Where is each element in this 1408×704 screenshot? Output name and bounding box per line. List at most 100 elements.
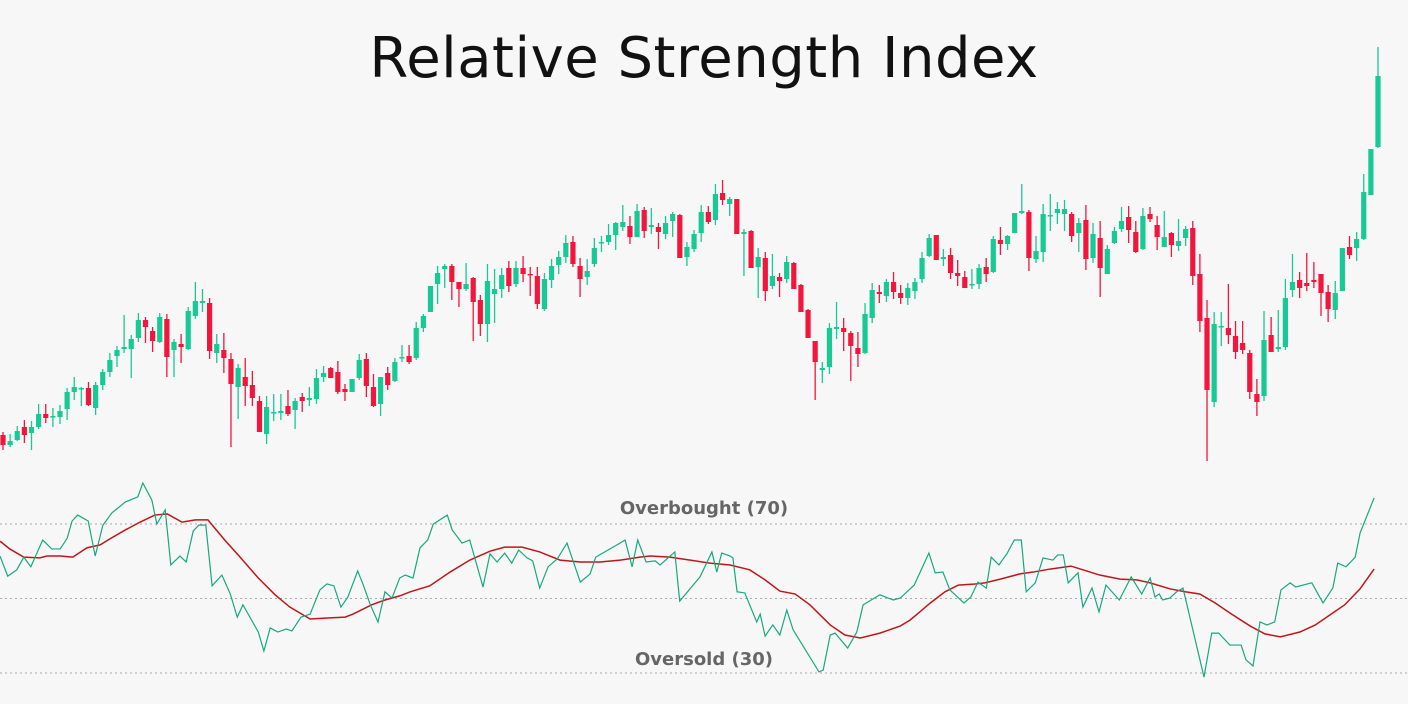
candle: [1275, 310, 1281, 352]
candle: [214, 334, 220, 363]
candle-body-up: [93, 385, 99, 408]
candle: [85, 382, 92, 406]
candle: [1361, 174, 1367, 240]
candle-body-down: [1154, 225, 1160, 237]
candle: [1190, 221, 1196, 285]
candle-body-up: [313, 378, 320, 399]
candle-body-down: [776, 277, 783, 281]
candle-body-up: [349, 379, 355, 392]
candle: [392, 358, 398, 382]
candle: [762, 252, 768, 301]
candle: [442, 264, 448, 288]
candle-body-up: [157, 317, 163, 342]
candle: [342, 384, 348, 401]
oversold-label: Oversold (30): [635, 649, 773, 670]
candle: [427, 286, 434, 312]
candle: [107, 353, 113, 377]
candle-body-up: [1111, 231, 1117, 243]
candle: [784, 256, 790, 283]
candle-body-down: [477, 300, 483, 324]
candle: [1346, 236, 1353, 259]
candle: [178, 334, 184, 363]
candle: [1047, 194, 1053, 231]
candle-body-down: [449, 266, 455, 282]
candle: [242, 358, 248, 406]
candle-body-up: [1104, 249, 1110, 274]
candle: [613, 222, 619, 250]
candle: [719, 180, 726, 205]
candle: [499, 268, 505, 298]
candle-body-down: [385, 373, 391, 385]
candle-body-up: [940, 257, 947, 259]
candle-body-up: [1354, 239, 1360, 248]
candle: [7, 434, 13, 447]
candle: [249, 371, 255, 406]
candle: [1247, 350, 1253, 399]
candle-body-down: [1318, 274, 1324, 293]
candle: [776, 273, 783, 297]
candle: [890, 272, 897, 299]
candle: [812, 341, 818, 400]
candle-body-up: [128, 339, 134, 349]
candle-body-down: [328, 368, 334, 378]
candle: [1332, 281, 1338, 319]
candle: [271, 394, 277, 421]
candle-body-up: [491, 289, 498, 294]
candle-body-up: [648, 225, 654, 227]
candle-body-up: [185, 311, 191, 349]
candle-body-up: [755, 257, 761, 267]
candle-body-up: [684, 247, 690, 257]
candle-body-up: [1218, 326, 1224, 328]
candle: [43, 404, 49, 423]
candle: [976, 264, 982, 289]
candle: [28, 421, 35, 450]
candle: [128, 335, 134, 378]
candle-body-up: [883, 282, 890, 296]
candle: [1026, 210, 1032, 271]
candle-body-up: [7, 441, 13, 445]
candle: [1304, 253, 1310, 291]
candle-body-down: [983, 267, 989, 274]
candle: [805, 309, 811, 338]
candle: [741, 229, 747, 276]
candle-body-up: [463, 284, 469, 289]
candle: [363, 353, 369, 397]
candle: [1076, 218, 1082, 252]
candle-body-up: [591, 248, 597, 264]
candle-body-down: [890, 282, 897, 292]
candle-body-up: [1282, 298, 1288, 347]
candle: [826, 323, 833, 374]
candle-body-up: [1076, 223, 1082, 233]
candle: [969, 269, 975, 289]
candle-body-down: [762, 258, 768, 291]
candle: [463, 263, 469, 291]
candle-body-down: [1190, 228, 1196, 276]
candle: [235, 364, 241, 419]
candle: [1104, 245, 1110, 274]
candle-body-up: [1161, 237, 1167, 247]
candle: [299, 393, 305, 412]
candle-body-down: [342, 389, 348, 392]
candle-body-up: [420, 316, 426, 328]
candle: [1012, 213, 1018, 233]
candle: [955, 260, 961, 286]
candle: [1254, 379, 1260, 416]
candle-body-down: [748, 231, 754, 268]
candle-body-up: [670, 214, 676, 221]
candle: [1175, 219, 1182, 251]
candle-body-up: [199, 301, 206, 303]
candle: [306, 387, 312, 406]
candle: [1154, 216, 1160, 250]
candle-body-down: [898, 293, 904, 298]
candle-body-up: [171, 342, 177, 350]
candle-body-up: [969, 284, 975, 286]
candle-body-down: [1069, 214, 1075, 236]
candle-body-up: [192, 301, 198, 316]
candle-body-down: [1168, 233, 1174, 245]
candle: [933, 235, 939, 260]
candle-body-up: [121, 347, 127, 349]
candle: [399, 345, 405, 362]
candle: [1204, 300, 1210, 461]
candle: [420, 314, 426, 332]
candle-body-up: [1275, 347, 1281, 349]
